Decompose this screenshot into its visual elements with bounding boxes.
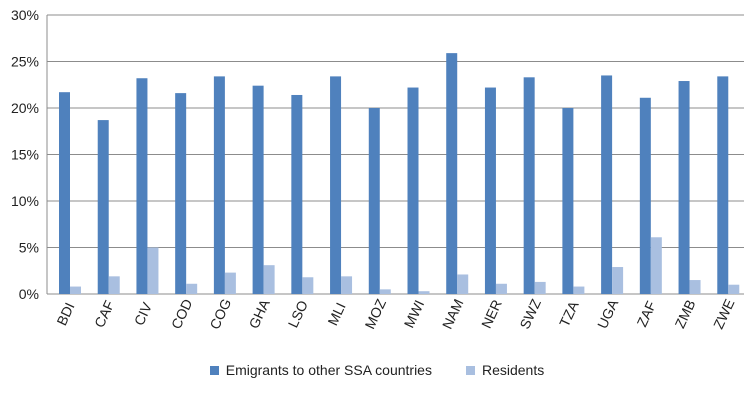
y-tick-label: 30%: [11, 7, 39, 23]
bar-emigrants-bdi: [59, 92, 70, 294]
bar-emigrants-ner: [484, 87, 496, 294]
bar-emigrants-nam: [446, 53, 458, 294]
x-tick-label: ZWE: [710, 296, 738, 331]
bar-emigrants-lso: [291, 94, 303, 294]
bar-residents-tza: [573, 286, 585, 294]
x-tick-label: SWZ: [516, 296, 544, 331]
bar-residents-cog: [224, 272, 236, 294]
x-tick-label: TZA: [556, 298, 582, 329]
y-tick-label: 5%: [19, 240, 39, 256]
legend-swatch-emigrants: [209, 365, 219, 375]
x-tick-label: GHA: [245, 296, 273, 331]
bar-residents-ner: [495, 283, 507, 294]
y-axis-ticks: 0% 5% 10% 15% 20% 25% 30%: [11, 7, 39, 302]
y-tick-label: 20%: [11, 100, 39, 116]
x-tick-label: MOZ: [361, 296, 389, 331]
bar-residents-gha: [263, 265, 275, 294]
legend: Emigrants to other SSA countries Residen…: [0, 362, 754, 378]
bar-emigrants-mli: [330, 76, 342, 294]
bar-residents-uga: [612, 267, 624, 294]
legend-swatch-residents: [465, 365, 475, 375]
bar-residents-mli: [341, 276, 353, 294]
bar-emigrants-caf: [97, 120, 109, 294]
x-tick-label: ZMB: [672, 297, 699, 331]
bars: [59, 53, 740, 295]
bar-residents-swz: [534, 281, 546, 294]
x-tick-label: CAF: [91, 298, 117, 330]
bar-emigrants-cog: [213, 76, 225, 294]
bar-emigrants-tza: [562, 108, 574, 294]
bar-residents-lso: [302, 277, 314, 294]
bar-residents-civ: [147, 247, 159, 294]
y-tick-label: 0%: [19, 286, 39, 302]
gridlines: [46, 14, 744, 295]
bar-emigrants-swz: [523, 77, 535, 294]
bar-emigrants-zwe: [717, 76, 729, 294]
bar-emigrants-zmb: [678, 81, 690, 294]
bar-emigrants-uga: [601, 75, 613, 294]
x-tick-label: COD: [168, 296, 196, 331]
bar-emigrants-civ: [136, 78, 148, 295]
x-tick-label: MWI: [401, 297, 428, 330]
legend-item-emigrants: Emigrants to other SSA countries: [209, 362, 432, 378]
legend-label-emigrants: Emigrants to other SSA countries: [225, 362, 432, 378]
bar-residents-moz: [379, 289, 391, 294]
bar-residents-mwi: [418, 291, 430, 294]
bar-residents-caf: [108, 276, 120, 294]
bar-residents-nam: [457, 274, 469, 294]
x-tick-label: LSO: [285, 298, 311, 330]
legend-item-residents: Residents: [465, 362, 545, 378]
bar-emigrants-gha: [252, 85, 264, 295]
x-tick-label: UGA: [594, 296, 622, 331]
bar-residents-zmb: [689, 280, 701, 294]
x-tick-label: BDI: [53, 300, 77, 328]
y-tick-label: 10%: [11, 193, 39, 209]
bar-emigrants-zaf: [639, 97, 651, 295]
x-tick-label: MLI: [324, 300, 348, 328]
bar-emigrants-moz: [368, 108, 380, 294]
bar-residents-cod: [186, 283, 198, 294]
bar-emigrants-mwi: [407, 87, 419, 294]
y-tick-label: 25%: [11, 54, 39, 70]
x-tick-label: CIV: [131, 299, 156, 328]
bar-residents-zaf: [650, 237, 662, 294]
x-tick-label: COG: [206, 296, 234, 332]
x-axis-ticks: BDI CAF CIV COD COG GHA LSO MLI MOZ MWI NAM NER SWZ T…: [53, 296, 737, 332]
bar-emigrants-cod: [175, 93, 187, 295]
bar-residents-bdi: [70, 286, 81, 294]
x-tick-label: ZAF: [633, 299, 659, 330]
x-tick-label: NAM: [439, 296, 467, 331]
legend-label-residents: Residents: [481, 362, 545, 378]
y-tick-label: 15%: [11, 147, 39, 163]
x-tick-label: NER: [478, 297, 505, 331]
bar-residents-zwe: [728, 284, 740, 294]
